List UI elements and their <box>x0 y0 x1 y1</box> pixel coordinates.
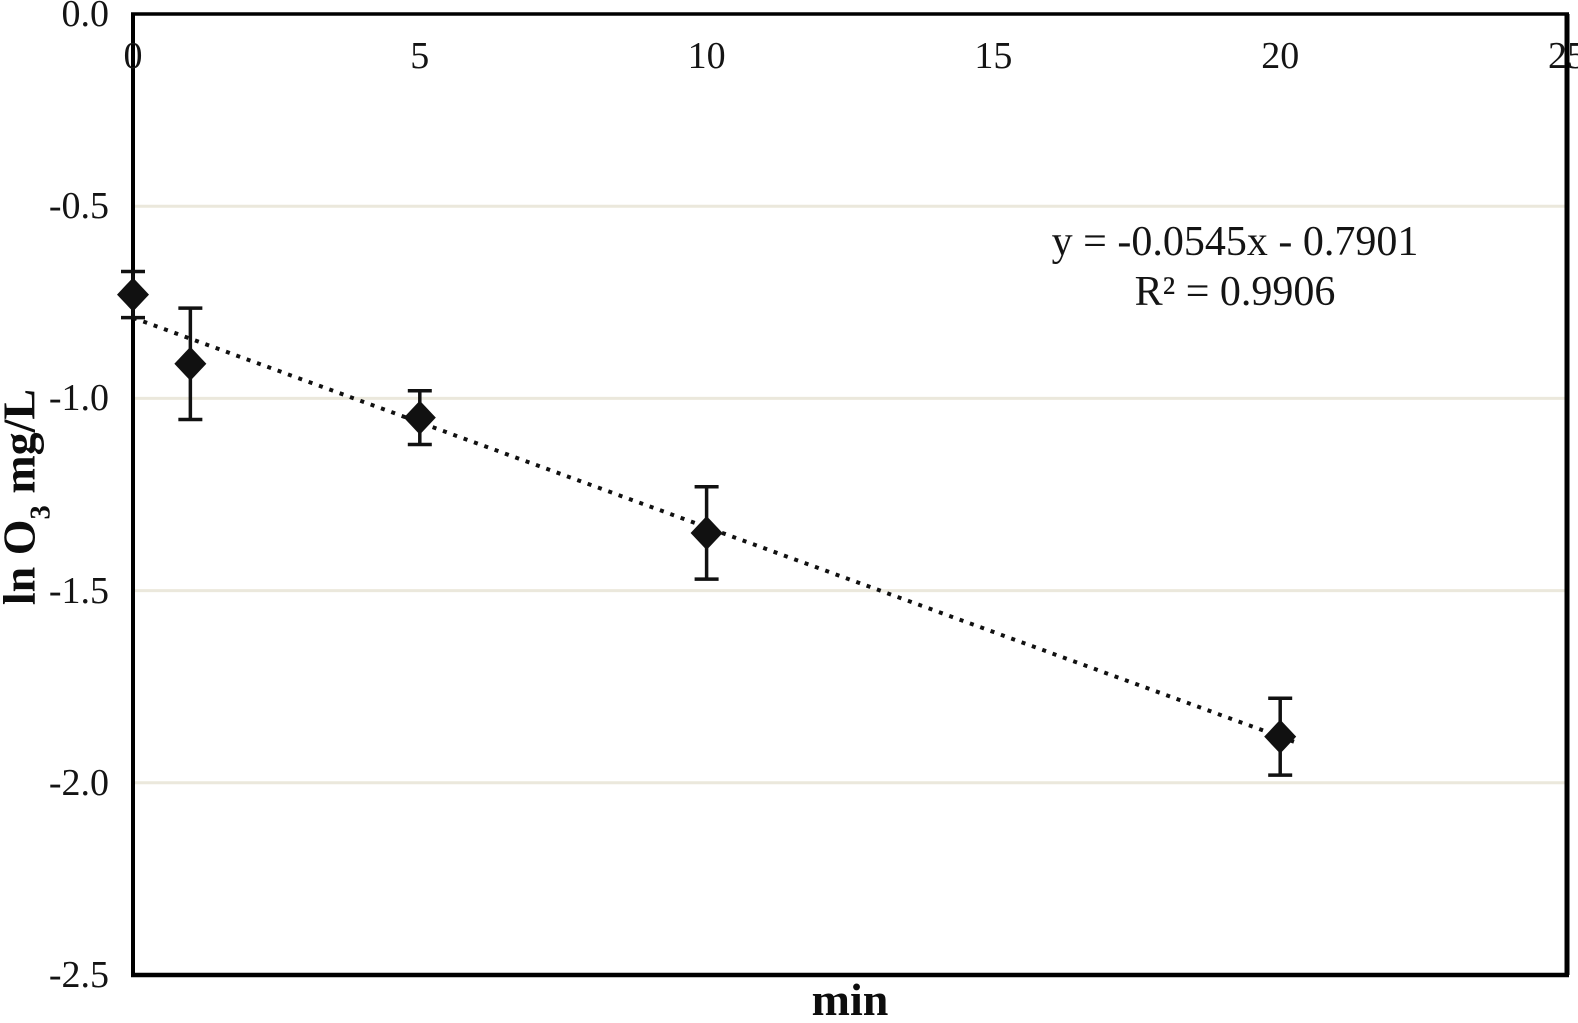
x-tick-label: 25 <box>1548 35 1578 77</box>
y-axis-title-text: ln O <box>0 519 45 606</box>
x-axis-title: min <box>811 974 889 1023</box>
trendline-equation: y = -0.0545x - 0.7901 <box>1051 219 1419 265</box>
y-axis-title: ln O3 mg/L <box>0 388 57 606</box>
y-tick-label: -1.0 <box>48 377 109 420</box>
x-tick-label: 5 <box>410 35 430 77</box>
y-tick-label: -2.5 <box>48 954 109 996</box>
y-tick-label: -2.0 <box>48 761 109 804</box>
x-tick-label: 0 <box>123 35 143 77</box>
y-axis-title-units: mg/L <box>0 388 45 494</box>
y-axis-title-subscript: 3 <box>25 505 57 520</box>
data-point-diamond <box>174 346 207 381</box>
x-tick-label: 20 <box>1261 35 1300 77</box>
data-point-diamond <box>1264 719 1297 754</box>
data-point-diamond <box>690 515 723 550</box>
y-tick-label: -1.5 <box>48 569 109 612</box>
data-point-diamond <box>403 400 436 435</box>
y-tick-label: 0.0 <box>61 0 110 35</box>
trendline-annotation: y = -0.0545x - 0.7901 R² = 0.9906 <box>1025 218 1445 317</box>
x-tick-label: 10 <box>687 35 726 77</box>
x-tick-label: 15 <box>974 35 1013 77</box>
y-tick-label: -0.5 <box>48 185 109 228</box>
r-squared-value: R² = 0.9906 <box>1134 268 1336 315</box>
data-point-diamond <box>117 277 149 312</box>
